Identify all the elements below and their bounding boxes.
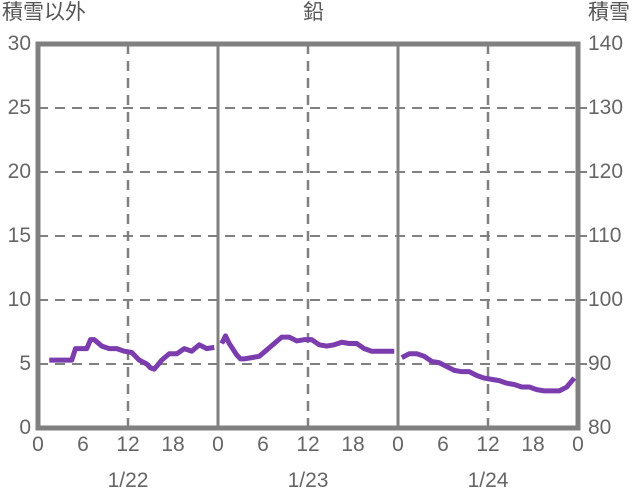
day-separator-lines (216, 44, 400, 428)
left-axis-tick-label: 25 (7, 96, 31, 119)
chart-title: 鉛 (303, 1, 324, 24)
x-axis-tick-label: 6 (437, 433, 449, 456)
right-axis-tick-label: 130 (588, 96, 624, 119)
x-axis-tick-label: 0 (572, 433, 584, 456)
x-axis-tick-label: 18 (161, 433, 185, 456)
x-axis-tick-label: 12 (476, 433, 500, 456)
left-axis-tick-label: 30 (7, 32, 31, 55)
right-axis-tick-label: 110 (588, 224, 622, 247)
x-axis-tick-label: 18 (521, 433, 545, 456)
left-axis-tick-label: 20 (7, 160, 31, 183)
right-axis-tick-label: 100 (588, 288, 624, 311)
x-axis-tick-label: 12 (296, 433, 320, 456)
left-axis-tick-label: 5 (19, 352, 31, 375)
x-axis-tick-label: 0 (212, 433, 224, 456)
right-axis-ticks (578, 107, 587, 365)
x-axis-tick-label: 0 (32, 433, 44, 456)
data-series-group (49, 333, 577, 394)
left-axis-tick-label: 10 (7, 288, 31, 311)
gridlines (38, 44, 578, 428)
x-axis-day-label: 1/23 (287, 469, 329, 492)
x-axis-day-label: 1/24 (467, 469, 509, 492)
right-axis-tick-label: 140 (588, 32, 624, 55)
left-axis-tick-label: 0 (19, 416, 31, 439)
right-axis-tick-label: 80 (588, 416, 612, 439)
right-axis-title: 積雪 (588, 1, 630, 24)
x-axis-tick-label: 6 (77, 433, 89, 456)
data-line-0 (49, 337, 215, 372)
x-axis-day-label: 1/22 (107, 469, 149, 492)
data-line-1 (219, 333, 395, 362)
x-axis-tick-label: 6 (257, 433, 269, 456)
right-axis-tick-label: 90 (588, 352, 612, 375)
data-line-2 (400, 351, 577, 394)
x-axis-tick-label: 18 (341, 433, 365, 456)
left-axis-title: 積雪以外 (2, 1, 86, 24)
right-axis-tick-label: 120 (588, 160, 624, 183)
left-axis-tick-label: 15 (7, 224, 31, 247)
x-axis-tick-label: 12 (116, 433, 140, 456)
x-axis-tick-label: 0 (392, 433, 404, 456)
